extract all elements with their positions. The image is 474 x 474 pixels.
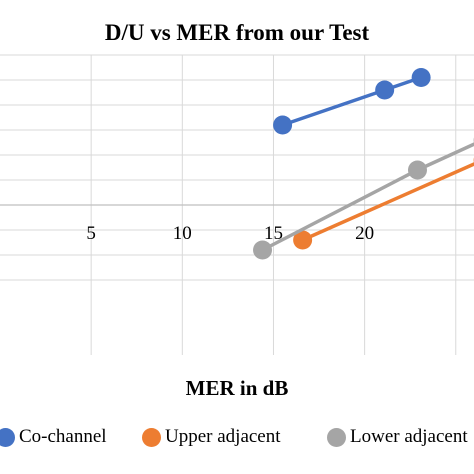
- data-point-lower-adjacent: [407, 160, 427, 180]
- data-point-co-channel: [375, 80, 395, 100]
- legend-item-lower-adjacent: Lower adjacent: [327, 426, 468, 448]
- legend-marker-upper-adjacent: [142, 427, 161, 447]
- chart-series: [253, 68, 474, 260]
- data-point-lower-adjacent: [253, 240, 273, 260]
- legend-marker-lower-adjacent: [327, 427, 346, 447]
- legend-label-lower-adjacent: Lower adjacent: [350, 426, 468, 447]
- chart-title: D/U vs MER from our Test: [104, 20, 370, 45]
- series-line-co-channel: [280, 75, 423, 127]
- data-point-co-channel: [273, 115, 293, 135]
- x-tick-labels: 5 10 15 20: [86, 223, 374, 244]
- legend-item-co-channel: Co-channel: [0, 426, 107, 448]
- x-axis-label: MER in dB: [185, 376, 289, 400]
- legend-item-upper-adjacent: Upper adjacent: [142, 426, 281, 448]
- series-line-upper-adjacent: [300, 162, 474, 242]
- legend-label-co-channel: Co-channel: [19, 426, 107, 447]
- chart-legend: Co-channel Upper adjacent Lower adjacent: [0, 426, 474, 452]
- legend-marker-co-channel: [0, 427, 15, 447]
- x-tick-label: 15: [264, 223, 283, 244]
- x-tick-label: 20: [355, 223, 374, 244]
- data-point-co-channel: [411, 68, 431, 87]
- data-point-upper-adjacent: [293, 230, 313, 250]
- x-tick-label: 10: [173, 223, 192, 244]
- legend-label-upper-adjacent: Upper adjacent: [165, 426, 281, 447]
- x-tick-label: 5: [86, 223, 96, 244]
